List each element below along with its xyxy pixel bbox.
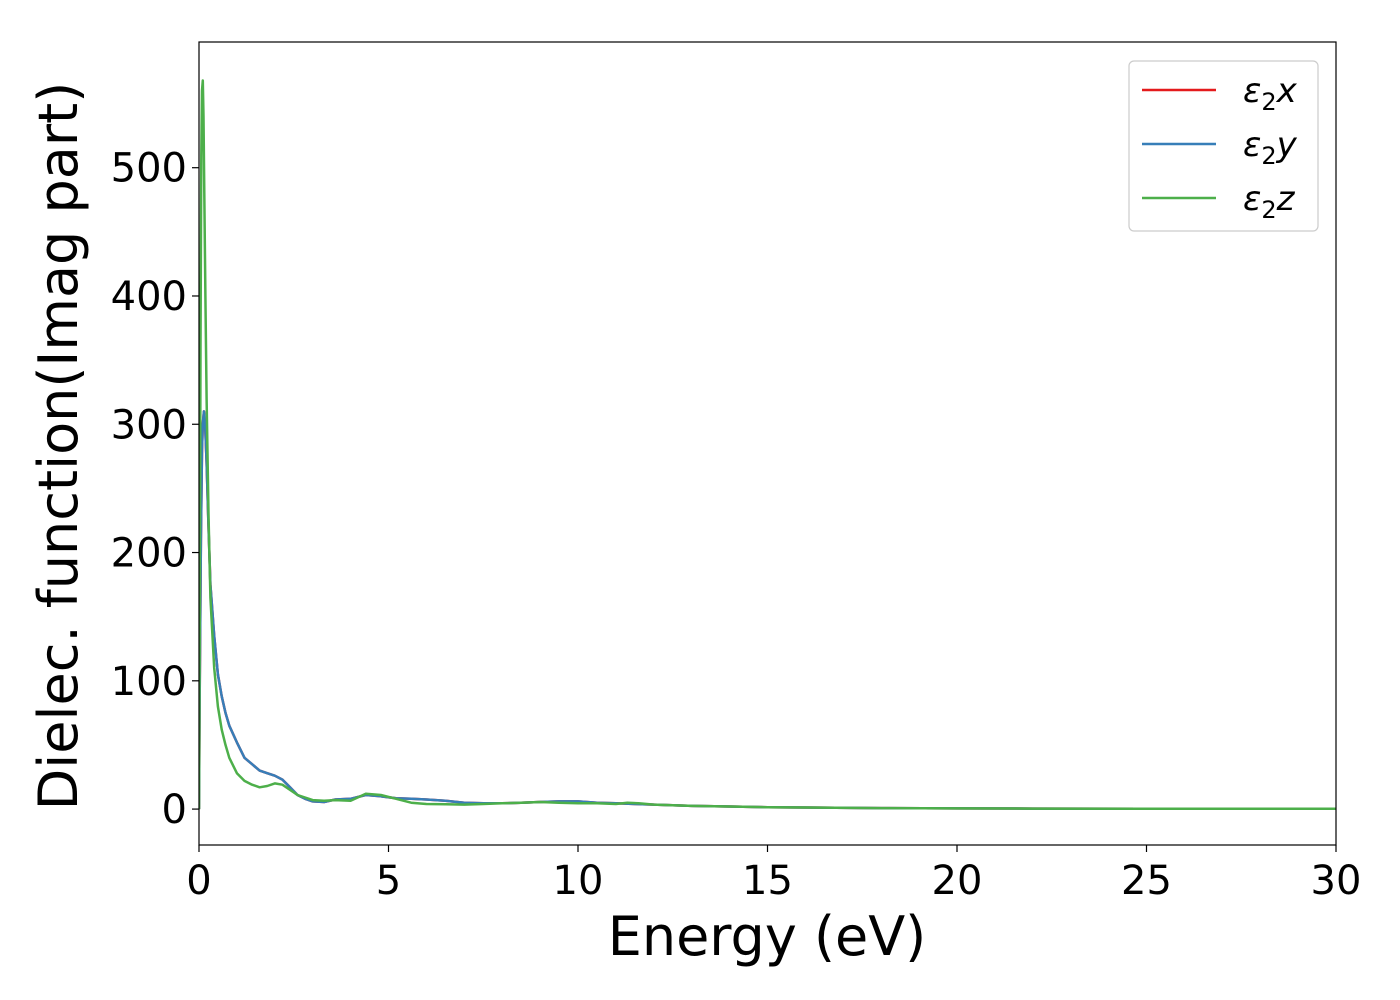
y-tick-label: 100 <box>111 659 187 705</box>
x-axis-ticks: 0 5 10 15 20 25 30 <box>186 845 1361 904</box>
legend-box <box>1128 60 1319 232</box>
y-tick-label: 200 <box>111 531 187 577</box>
x-tick-label: 0 <box>186 858 211 904</box>
series-lines <box>199 79 1336 811</box>
x-axis-label: Energy (eV) <box>608 905 927 968</box>
series-line-z <box>199 79 1336 811</box>
x-tick-label: 25 <box>1121 858 1172 904</box>
legend-label-y: ε2y <box>1243 125 1298 170</box>
legend-label-x: ε2x <box>1243 71 1298 116</box>
y-tick-label: 0 <box>162 787 187 833</box>
x-tick-label: 20 <box>932 858 983 904</box>
legend-label-z: ε2z <box>1243 179 1296 224</box>
y-tick-label: 300 <box>111 402 187 448</box>
y-tick-label: 500 <box>111 146 187 192</box>
y-axis-ticks: 0 100 200 300 400 500 <box>111 146 199 833</box>
x-tick-label: 10 <box>553 858 604 904</box>
legend: ε2x ε2y ε2z <box>1128 60 1319 232</box>
y-axis-label: Dielec. function(Imag part) <box>27 82 90 811</box>
x-tick-label: 15 <box>742 858 793 904</box>
y-tick-label: 400 <box>111 274 187 320</box>
x-tick-label: 30 <box>1311 858 1362 904</box>
x-tick-label: 5 <box>376 858 401 904</box>
